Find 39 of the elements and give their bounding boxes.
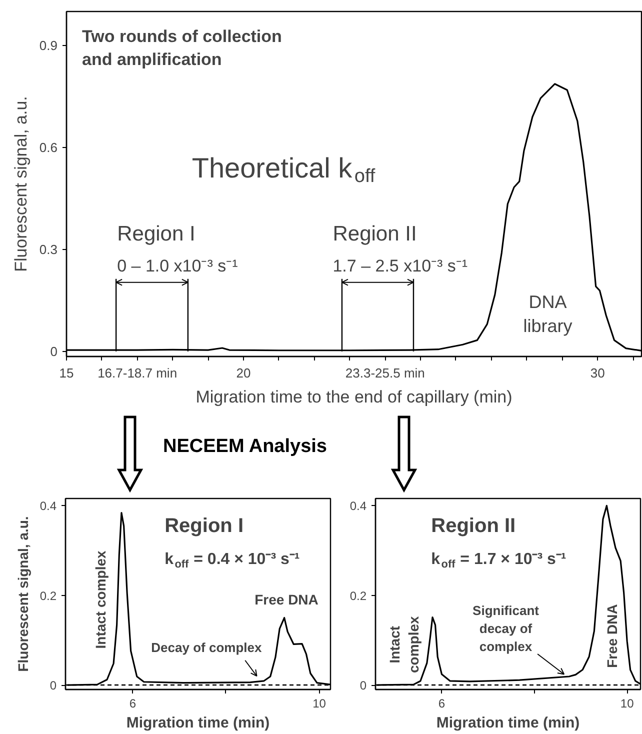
annotation: DNA library xyxy=(523,292,572,336)
y-tick-label: 0.2 xyxy=(350,588,367,603)
y-tick-label: 0 xyxy=(50,344,58,359)
x-tick-label: 10 xyxy=(620,696,634,710)
x-axis-title: Migration time (min) xyxy=(126,714,270,732)
x-tick-label: 6 xyxy=(129,696,136,710)
annotation: Region I xyxy=(164,515,244,538)
y-tick-label: 0.9 xyxy=(39,38,58,53)
annotation: Significant decay of complex xyxy=(472,602,540,654)
x-tick-label: 6 xyxy=(438,696,446,710)
x-tick-label: 23.3-25.5 min xyxy=(345,366,425,380)
y-tick-label: 0.4 xyxy=(350,499,367,514)
y-tick-label: 0.6 xyxy=(39,140,58,155)
annotation: Free DNA xyxy=(254,592,318,608)
annotation: Region II xyxy=(332,222,417,246)
y-tick-label: 0 xyxy=(360,678,367,693)
x-axis-title: Migration time to the end of capillary (min) xyxy=(196,388,512,406)
x-tick-label: 20 xyxy=(236,366,251,380)
annotation: Intact complex xyxy=(386,616,422,674)
x-tick-label: 16.7-18.7 min xyxy=(98,366,178,380)
annotation: Intact complex xyxy=(92,550,108,649)
annotation: Region I xyxy=(117,222,196,246)
text: NECEEM Analysis xyxy=(162,436,328,457)
annotation: Two rounds of collection and amplification xyxy=(82,27,282,69)
y-tick-label: 0.4 xyxy=(40,499,57,514)
annotation: 0 – 1.0 x10⁻³ s⁻¹ xyxy=(117,256,238,276)
y-tick-label: 0 xyxy=(50,678,57,693)
y-axis-title: Fluorescent signal, a.u. xyxy=(11,96,30,272)
y-tick-label: 0.3 xyxy=(39,242,58,257)
y-tick-label: 0.2 xyxy=(40,588,57,603)
x-axis-title: Migration time (min) xyxy=(436,714,580,732)
y-axis-title: Fluorescent signal, a.u. xyxy=(14,516,31,672)
annotation: Decay of complex xyxy=(151,640,262,655)
x-tick-label: 30 xyxy=(590,366,605,380)
x-tick-label: 15 xyxy=(59,366,74,380)
annotation: Free DNA xyxy=(604,604,620,668)
annotation: Region II xyxy=(431,515,516,538)
x-tick-label: 10 xyxy=(312,696,326,710)
annotation: 1.7 – 2.5 x10⁻³ s⁻¹ xyxy=(332,256,468,276)
